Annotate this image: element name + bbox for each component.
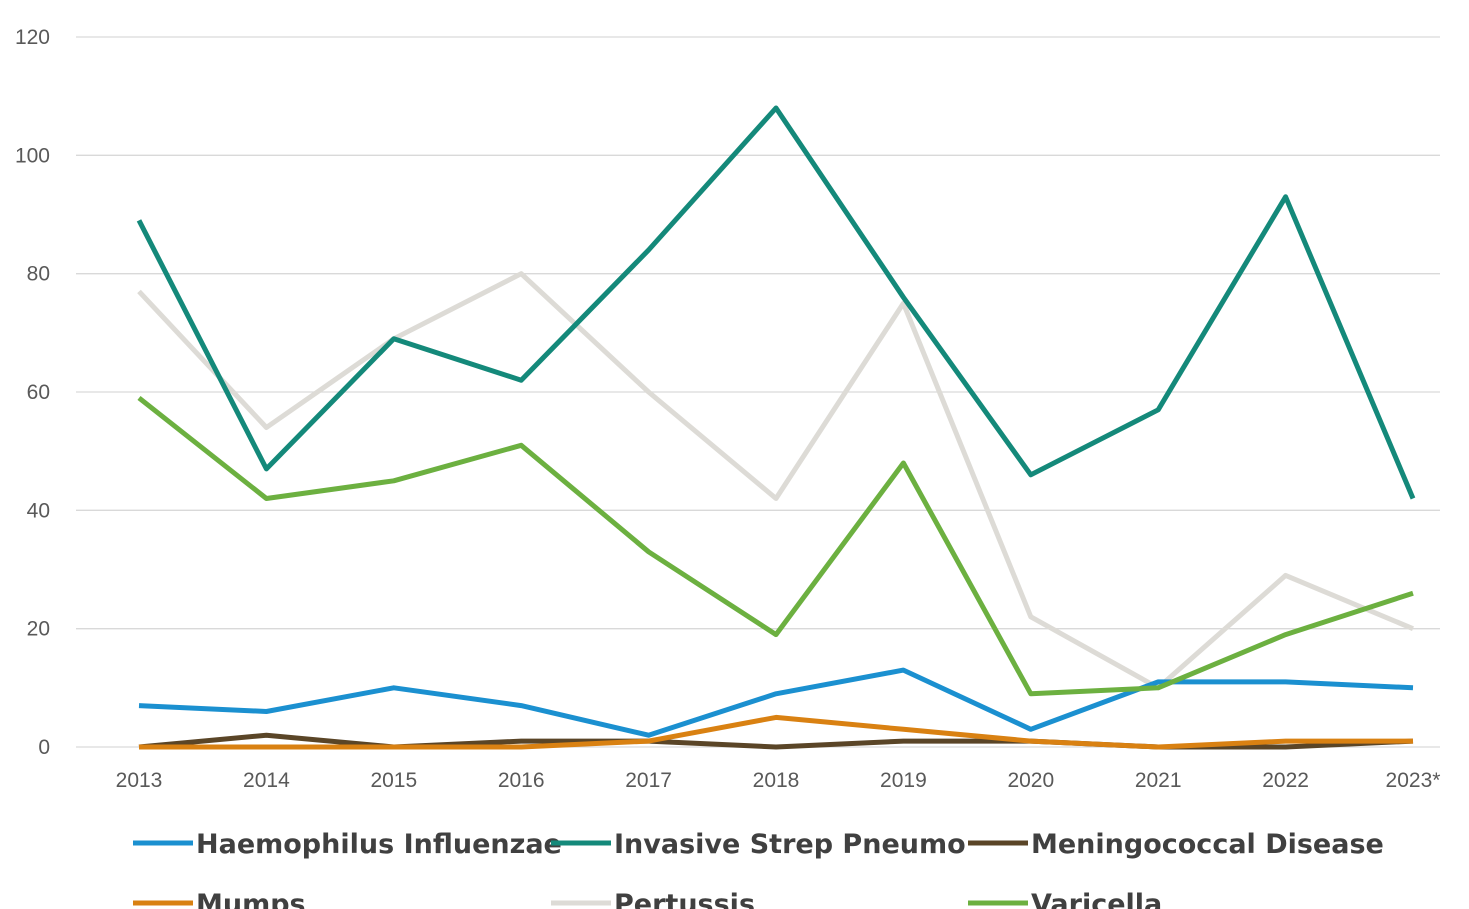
y-tick-label: 120	[15, 26, 50, 49]
series-lines	[136, 105, 1416, 750]
x-axis-tick-labels: 2013 2014 2015 2016 2017 2018 2019 2020 2021 2022…	[116, 769, 1441, 792]
legend-label: Invasive Strep Pneumo	[614, 829, 966, 860]
y-tick-label: 40	[27, 499, 50, 522]
x-tick-label: 2019	[880, 769, 927, 792]
legend-label: Meningococcal Disease	[1031, 829, 1384, 860]
series-line-varicella	[137, 395, 1414, 697]
legend-label: Pertussis	[614, 889, 755, 909]
legend-label: Haemophilus Influenzae	[196, 829, 562, 860]
x-tick-label: 2023*	[1386, 769, 1441, 792]
x-tick-label: 2013	[116, 769, 163, 792]
x-tick-label: 2020	[1007, 769, 1054, 792]
x-tick-label: 2015	[370, 769, 417, 792]
legend-item: Meningococcal Disease	[968, 829, 1384, 860]
x-tick-label: 2016	[498, 769, 545, 792]
gridlines	[76, 36, 1440, 748]
legend-label: Mumps	[196, 889, 306, 909]
y-tick-label: 0	[38, 736, 50, 759]
legend-item: Pertussis	[551, 889, 755, 909]
y-tick-label: 100	[15, 144, 50, 167]
y-tick-label: 80	[27, 263, 50, 286]
series-line-invasive-strep-pneumo	[136, 105, 1416, 500]
legend-item: Mumps	[133, 889, 306, 909]
legend-item: Varicella	[968, 889, 1162, 909]
x-tick-label: 2014	[243, 769, 290, 792]
y-axis-tick-labels: 0 20 40 60 80 100 120	[15, 26, 50, 759]
y-tick-label: 60	[27, 381, 50, 404]
series-line-pertussis	[137, 271, 1414, 691]
legend-label: Varicella	[1031, 889, 1162, 909]
legend-item: Invasive Strep Pneumo	[551, 829, 966, 860]
legend-item: Haemophilus Influenzae	[133, 829, 562, 860]
y-tick-label: 20	[27, 618, 50, 641]
x-tick-label: 2018	[753, 769, 800, 792]
series-line-mumps	[139, 714, 1413, 750]
series-line-haemophilus-influenzae	[138, 667, 1414, 738]
x-tick-label: 2022	[1262, 769, 1309, 792]
x-tick-label: 2021	[1135, 769, 1182, 792]
legend: Haemophilus Influenzae Invasive Strep Pne…	[133, 829, 1384, 909]
x-tick-label: 2017	[625, 769, 672, 792]
